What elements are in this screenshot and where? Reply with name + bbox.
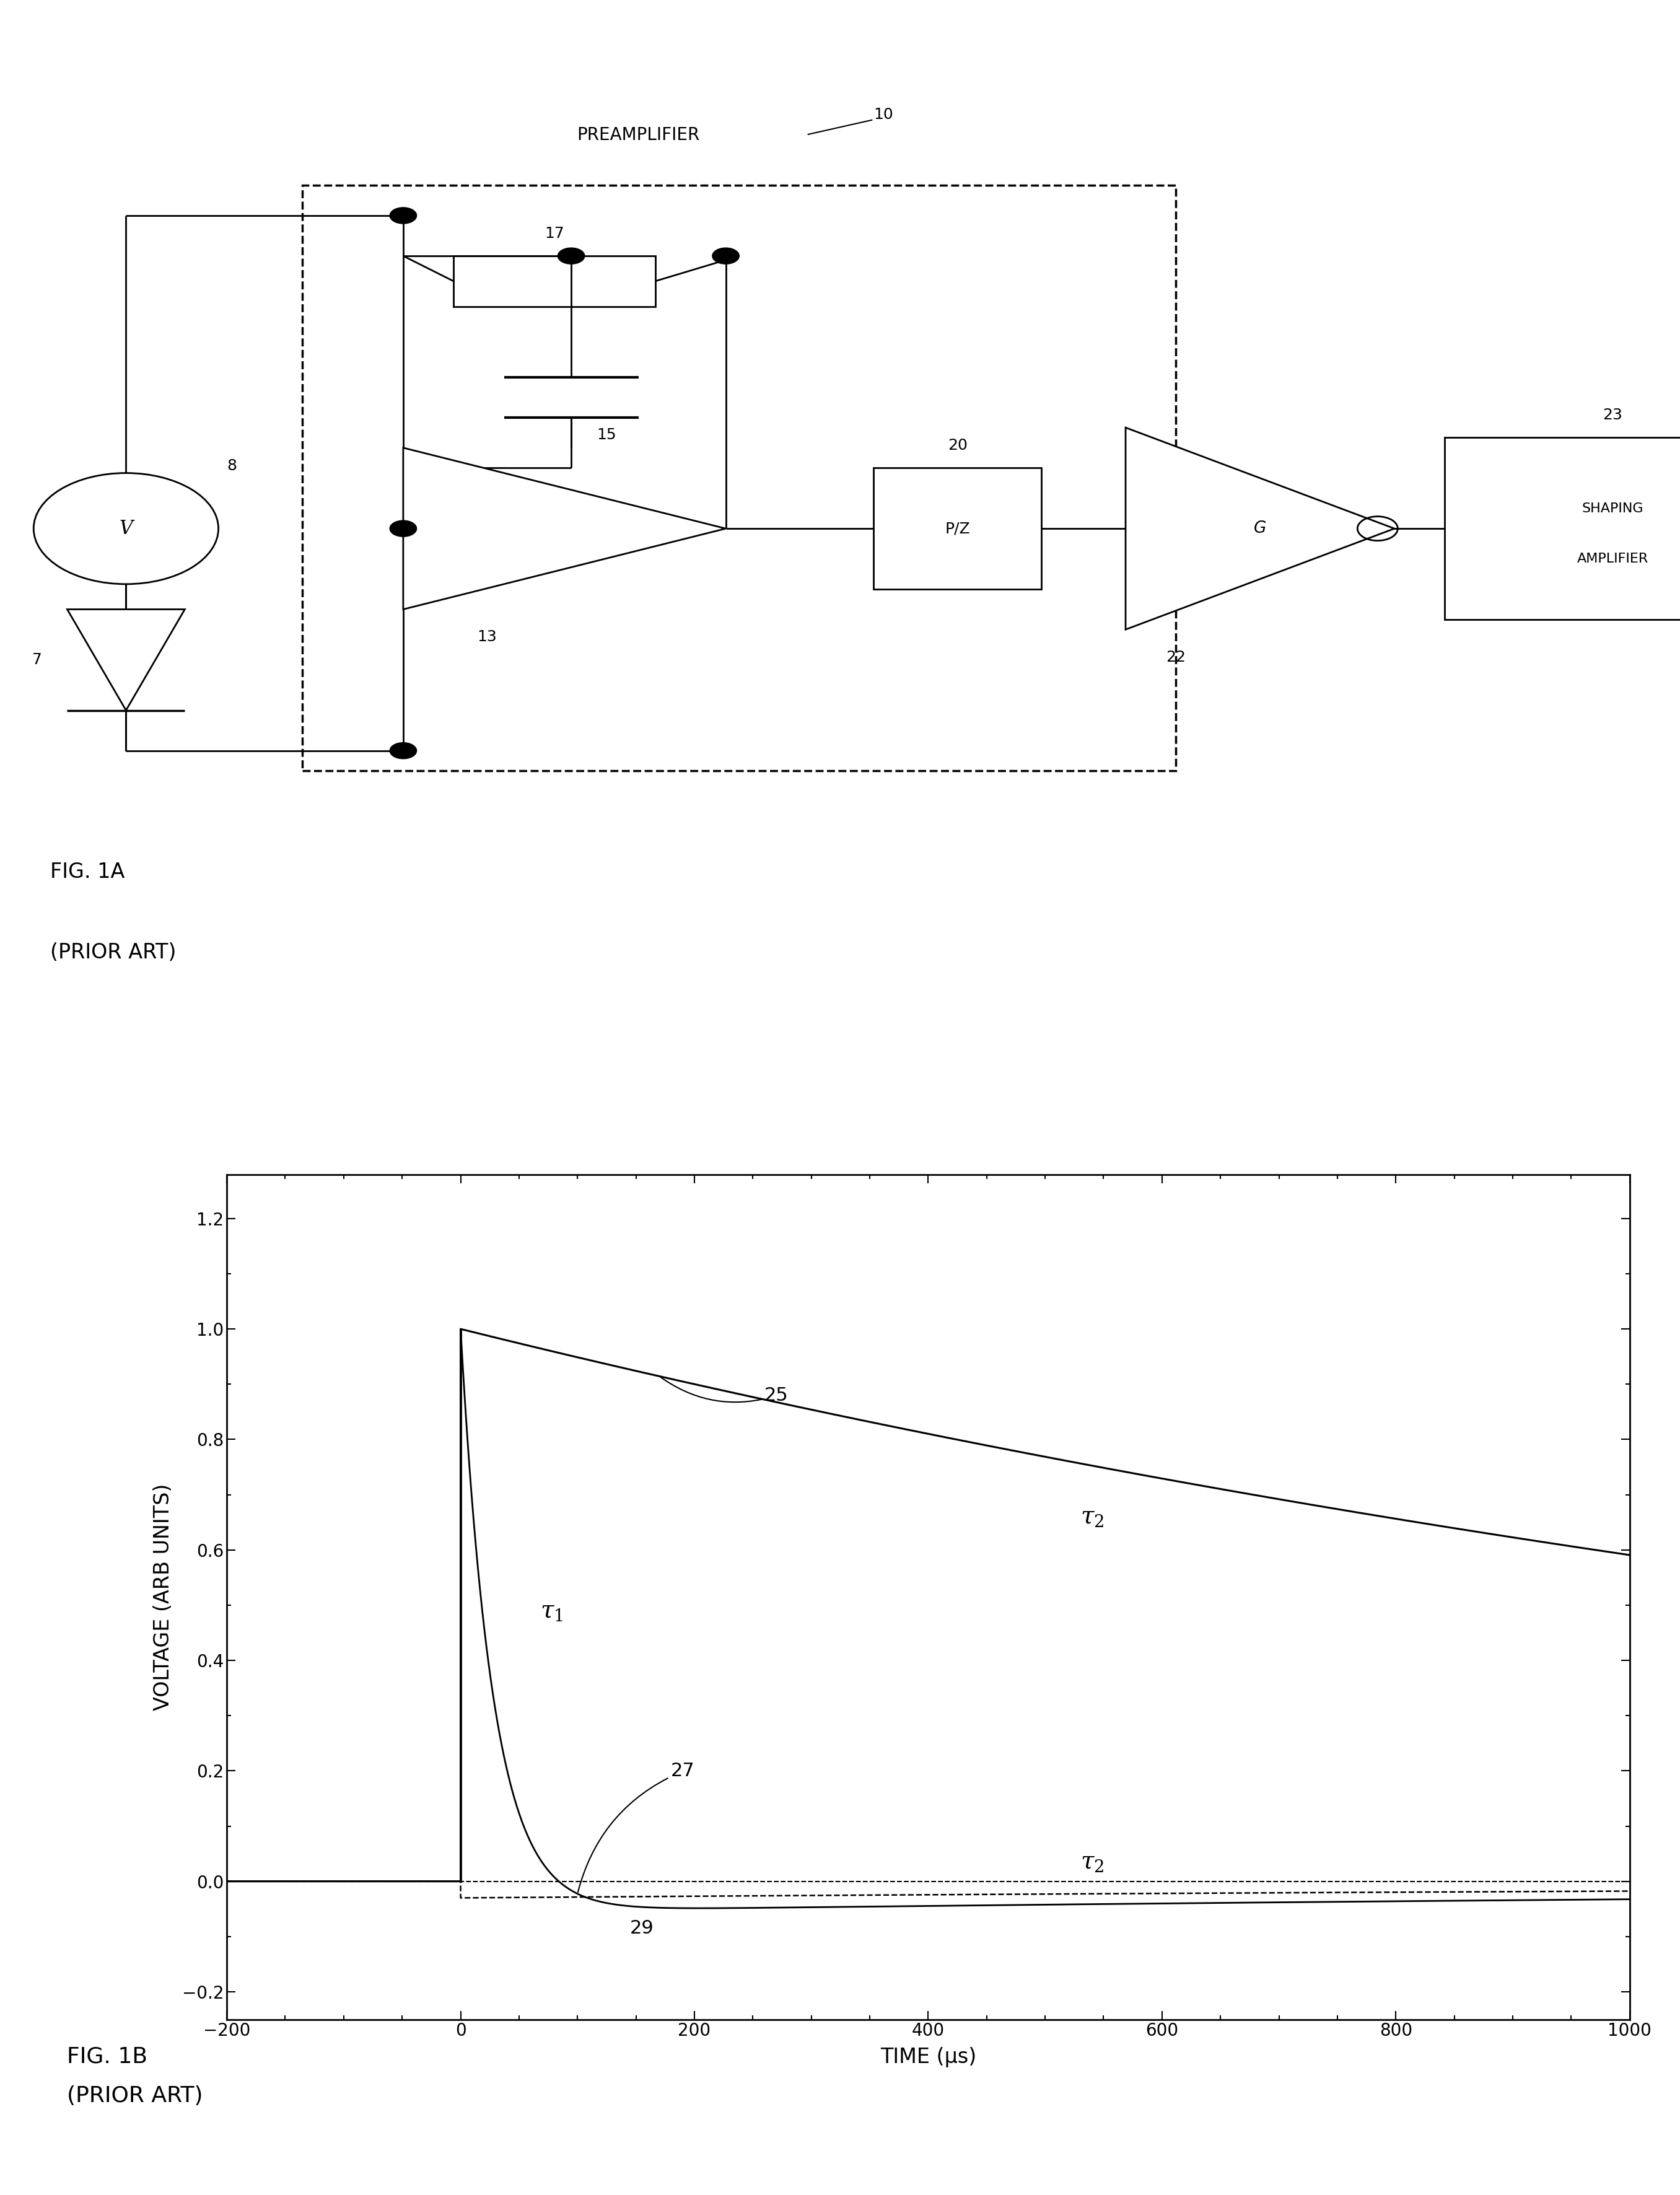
Text: (PRIOR ART): (PRIOR ART) <box>50 942 176 964</box>
Text: 17: 17 <box>544 226 564 241</box>
Text: 7: 7 <box>32 652 42 667</box>
Text: V: V <box>119 518 133 538</box>
Text: 27: 27 <box>578 1763 696 1892</box>
Text: FIG. 1A: FIG. 1A <box>50 863 124 882</box>
Text: 8: 8 <box>227 459 237 472</box>
Polygon shape <box>403 448 726 610</box>
Text: FIG. 1B: FIG. 1B <box>67 2046 148 2068</box>
Bar <box>1445 437 1680 619</box>
Text: G: G <box>1253 520 1267 536</box>
Text: (PRIOR ART): (PRIOR ART) <box>67 2085 203 2107</box>
Text: 29: 29 <box>630 1918 654 1938</box>
Text: AMPLIFIER: AMPLIFIER <box>1578 553 1648 564</box>
Text: P/Z: P/Z <box>946 520 969 536</box>
Circle shape <box>712 248 739 263</box>
Text: 23: 23 <box>1603 408 1623 421</box>
Text: SHAPING: SHAPING <box>1583 503 1643 514</box>
Circle shape <box>558 248 585 263</box>
Text: $\tau_2$: $\tau_2$ <box>1080 1850 1104 1875</box>
X-axis label: TIME (μs): TIME (μs) <box>880 2046 976 2068</box>
Y-axis label: VOLTAGE (ARB UNITS): VOLTAGE (ARB UNITS) <box>153 1484 173 1710</box>
Text: 15: 15 <box>596 428 617 443</box>
Text: PREAMPLIFIER: PREAMPLIFIER <box>576 125 701 143</box>
Text: $\tau_1$: $\tau_1$ <box>539 1598 563 1622</box>
Bar <box>302 184 1176 770</box>
Text: 13: 13 <box>477 630 497 645</box>
Text: 22: 22 <box>1166 650 1186 665</box>
Text: 20: 20 <box>948 439 968 452</box>
Polygon shape <box>1126 428 1394 630</box>
Circle shape <box>390 742 417 759</box>
Bar <box>874 468 1042 588</box>
Text: 10: 10 <box>874 108 894 123</box>
Text: 25: 25 <box>660 1376 788 1405</box>
Polygon shape <box>67 610 185 711</box>
Circle shape <box>390 209 417 224</box>
Circle shape <box>390 520 417 536</box>
Text: $\tau_2$: $\tau_2$ <box>1080 1506 1104 1528</box>
Bar <box>454 257 655 307</box>
